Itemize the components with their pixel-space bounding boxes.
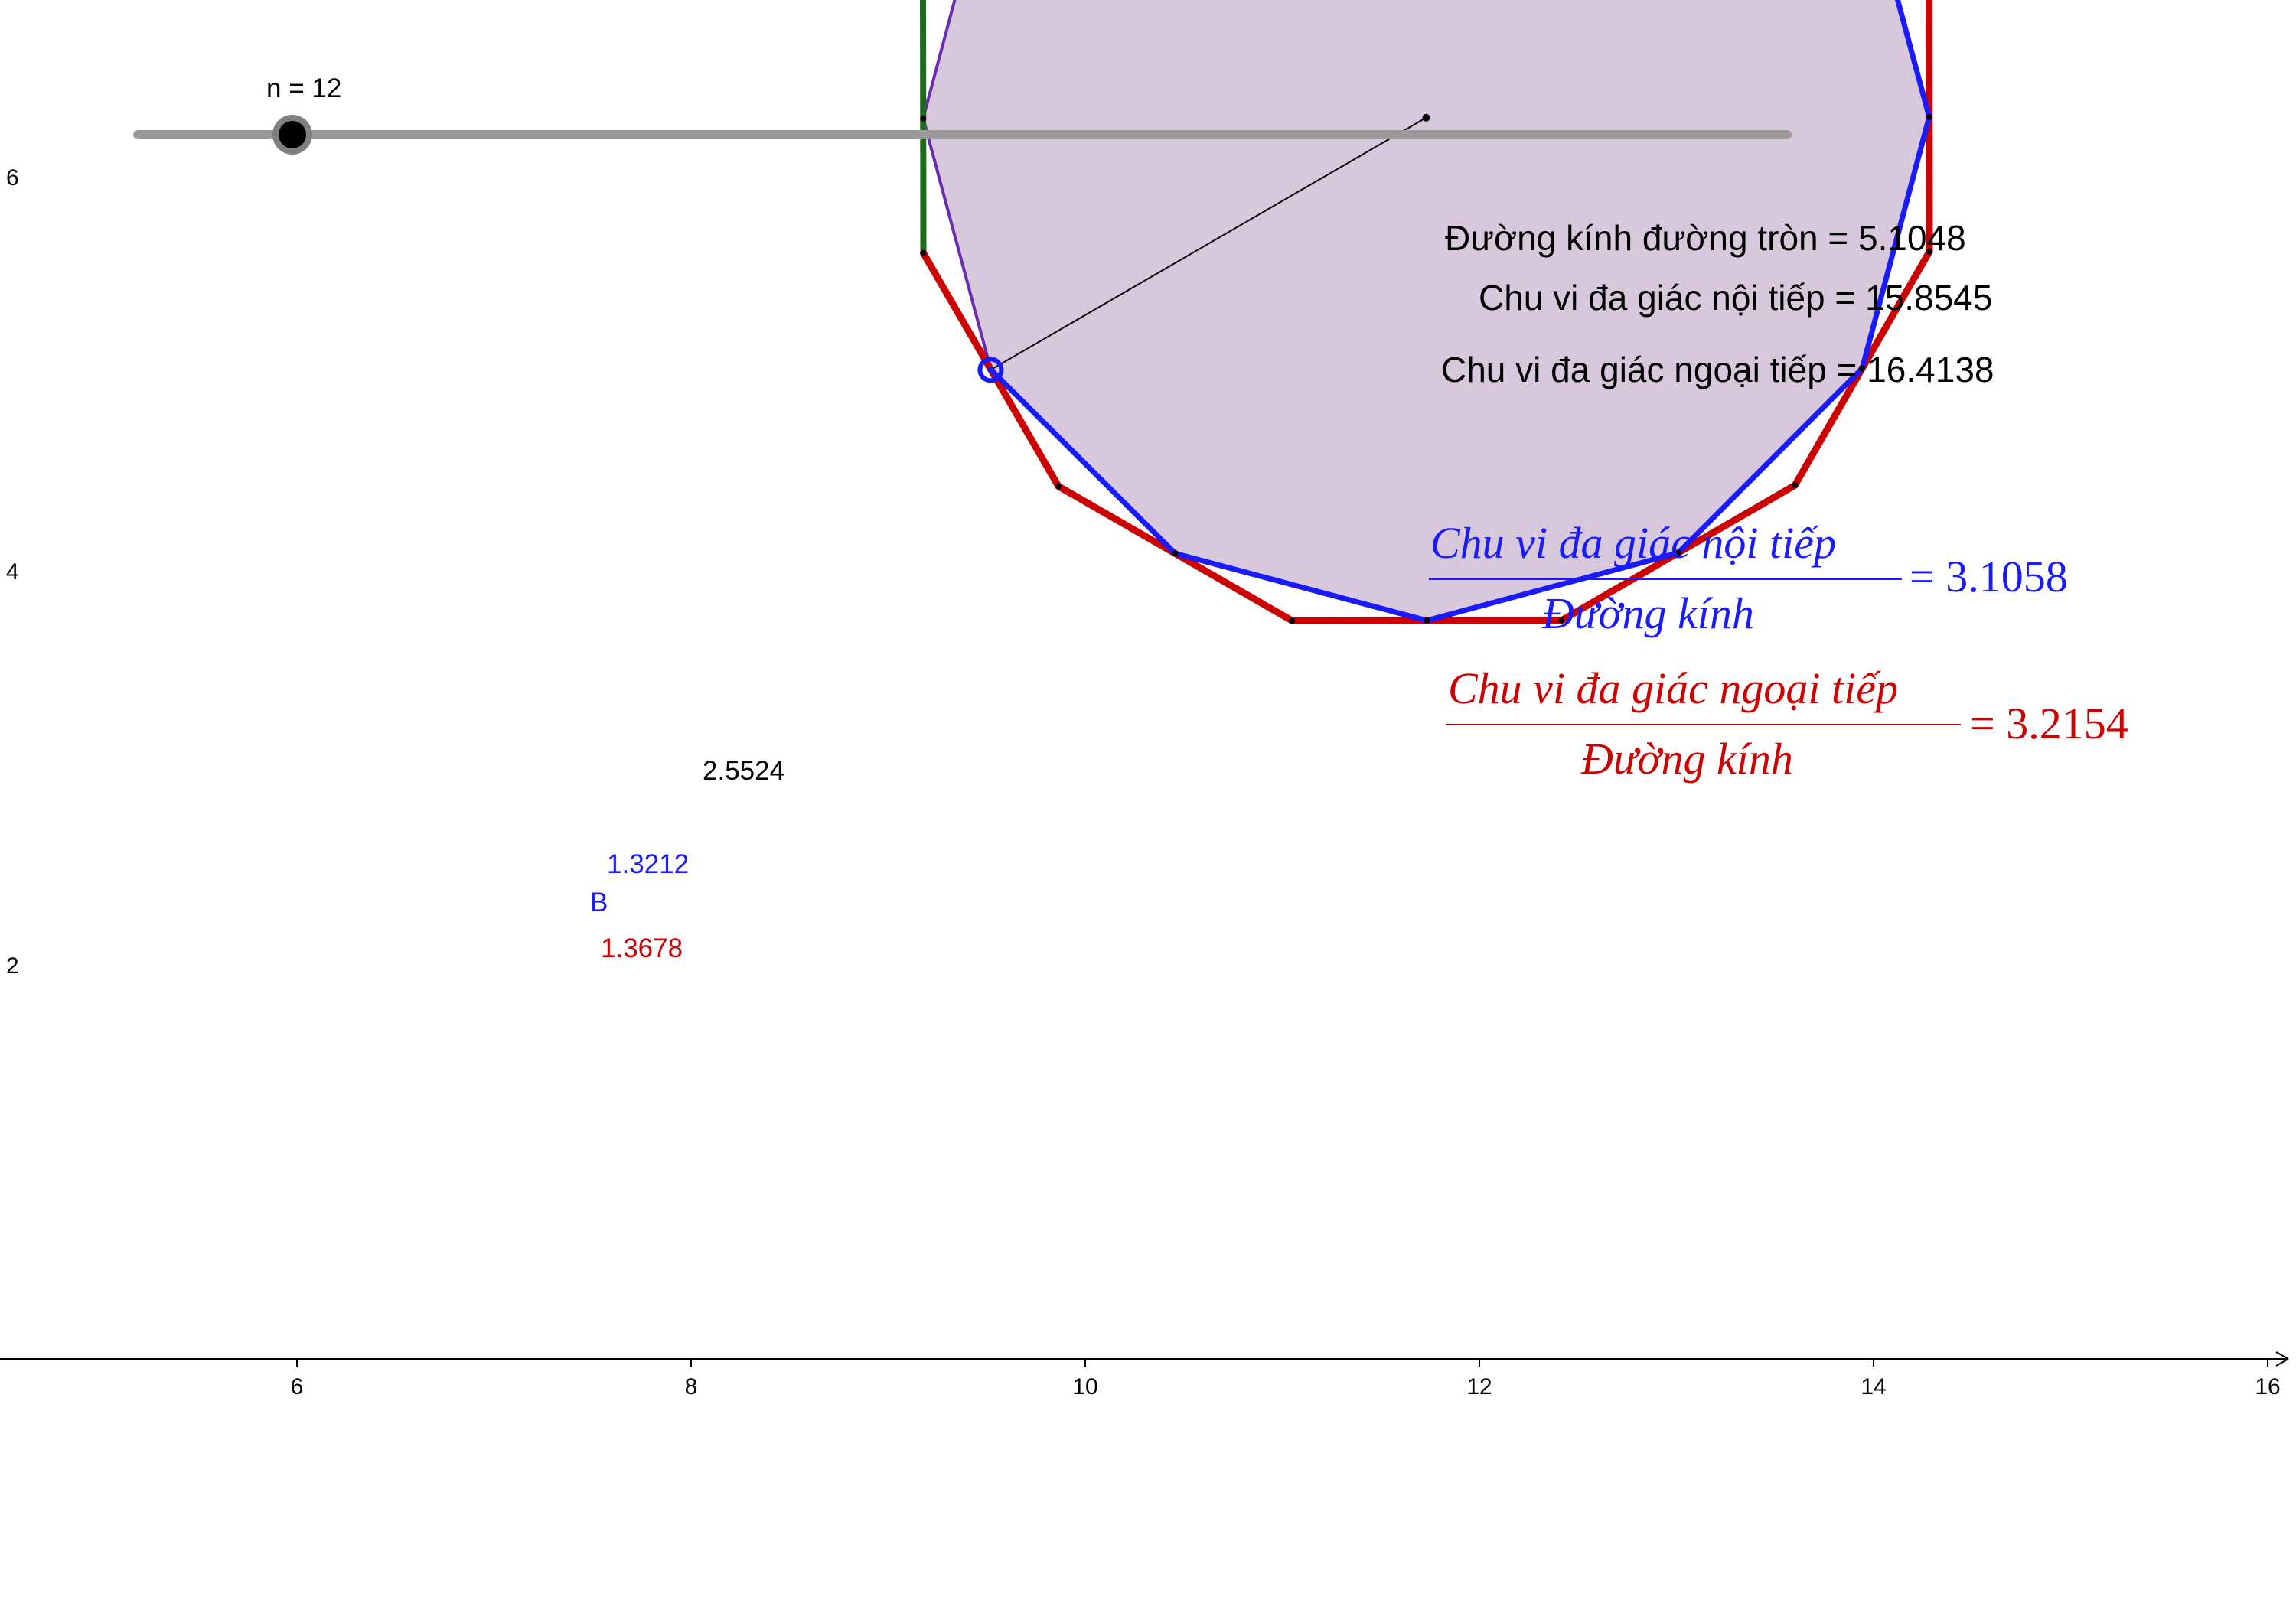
x-tick-label: 12: [1466, 1374, 1492, 1399]
inscribed-edge: [1424, 549, 1681, 624]
x-tick-label: 8: [685, 1374, 698, 1399]
point-b[interactable]: [977, 357, 1004, 383]
circumscribed-ratio-bar: [1446, 724, 1961, 725]
x-axis-arrow: [2275, 1351, 2289, 1367]
polygon-vertex: [1792, 482, 1799, 489]
radius-label[interactable]: 2.5524: [703, 756, 785, 786]
polygon-vertex: [1424, 617, 1430, 624]
inscribed-ratio-formula[interactable]: Chu vi đa giác nội tiếp Đường kính = 3.1…: [1427, 517, 2101, 647]
polygons: [919, 0, 1933, 624]
radius-segment[interactable]: [990, 116, 1427, 371]
point-b-label[interactable]: B: [590, 888, 608, 917]
slider[interactable]: [133, 115, 1792, 155]
circumscribed-ratio-numerator: Chu vi đa giác ngoại tiếp: [1448, 663, 1898, 713]
polygon-vertex: [1926, 248, 1932, 255]
polygon-vertex: [1055, 483, 1062, 490]
center-point[interactable]: [1422, 113, 1430, 122]
point-b-dot[interactable]: [987, 367, 994, 373]
inscribed-side-label[interactable]: 1.3212: [607, 849, 690, 879]
inscribed-edge: [988, 367, 1179, 556]
polygon-vertex: [920, 249, 927, 256]
inscribed-edge: [1894, 0, 1932, 120]
slider-label: n = 12: [266, 73, 342, 103]
inscribed-edge: [1675, 366, 1865, 556]
inscribed-ratio-value: = 3.1058: [1910, 552, 2068, 601]
circumscribed-perimeter-text[interactable]: Chu vi đa giác ngoại tiếp = 16.4138: [1441, 350, 1994, 389]
polygon-vertex: [1859, 365, 1866, 372]
y-tick-label: 4: [6, 559, 19, 585]
inscribed-ratio-bar: [1429, 578, 1902, 580]
polygon-vertex: [1675, 549, 1681, 556]
slider-knob[interactable]: [279, 121, 306, 148]
x-tick-label: 6: [291, 1374, 304, 1399]
circumscribed-ratio-value: = 3.2154: [1970, 699, 2128, 748]
polygon-vertex: [1289, 617, 1296, 624]
inscribed-ratio-numerator: Chu vi đa giác nội tiếp: [1430, 518, 1836, 568]
polygon-vertex: [1558, 617, 1565, 624]
x-tick-label: 16: [2255, 1374, 2280, 1399]
inscribed-ratio-denominator: Đường kính: [1542, 588, 1754, 638]
circumscribed-ratio-formula[interactable]: Chu vi đa giác ngoại tiếp Đường kính = 3…: [1446, 663, 2174, 793]
inscribed-perimeter-text[interactable]: Chu vi đa giác nội tiếp = 15.8545: [1479, 278, 1993, 318]
circumscribed-ratio-denominator: Đường kính: [1581, 734, 1793, 784]
inscribed-edge: [1859, 114, 1932, 372]
x-tick-label: 14: [1861, 1374, 1886, 1399]
y-tick-label: 6: [6, 165, 19, 191]
inscribed-edge: [1172, 550, 1430, 624]
diameter-text[interactable]: Đường kính đường tròn = 5.1048: [1445, 218, 1966, 258]
y-tick-label: 2: [6, 953, 19, 979]
circumscribed-side-label[interactable]: 1.3678: [601, 933, 683, 963]
polygon-vertex: [1172, 550, 1179, 557]
polygon-vertex: [920, 115, 927, 122]
x-tick-label: 10: [1072, 1374, 1097, 1399]
polygon-vertex: [1926, 113, 1932, 120]
